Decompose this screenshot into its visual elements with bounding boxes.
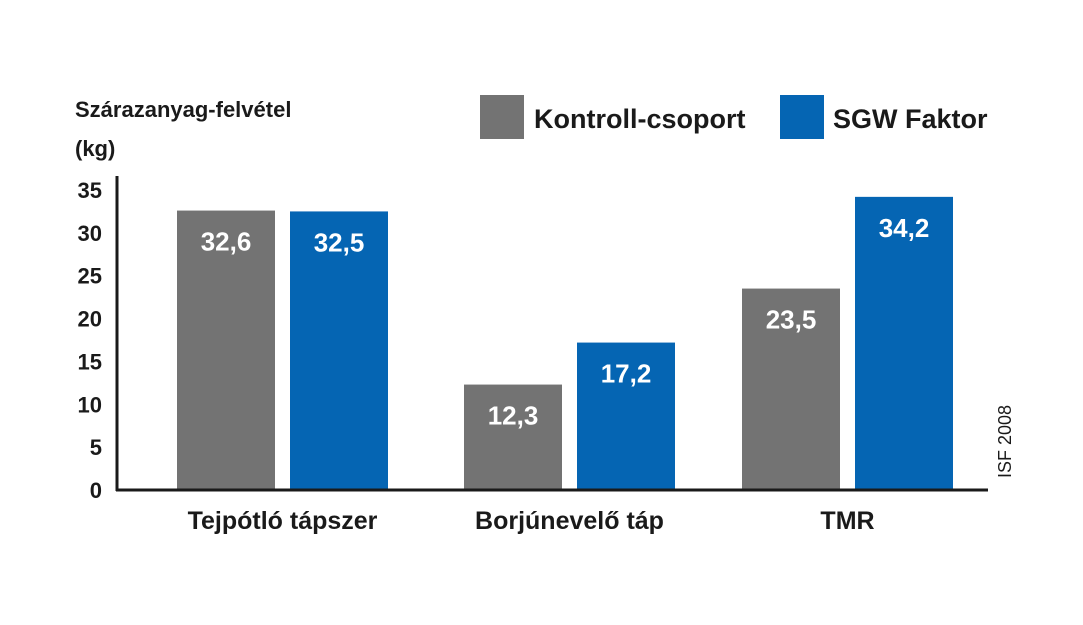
- data-label: 34,2: [879, 213, 930, 243]
- y-axis-label-line-1: Szárazanyag-felvétel: [75, 97, 291, 122]
- bar-sgw-2: [577, 342, 675, 490]
- bar-kontroll-3: [742, 288, 840, 490]
- y-axis-label-line-2: (kg): [75, 136, 115, 161]
- data-labels: 32,6 32,5 12,3 17,2 23,5 34,2: [201, 213, 930, 431]
- x-category-label: Borjúnevelő táp: [475, 507, 664, 535]
- bars: [177, 196, 953, 491]
- bar-kontroll-1: [177, 210, 275, 491]
- y-tick-label: 20: [78, 307, 102, 332]
- y-tick-label: 35: [78, 178, 102, 203]
- y-tick-label: 30: [78, 221, 102, 246]
- legend-swatch-sgw: [780, 95, 824, 139]
- x-axis-categories: Tejpótló tápszer Borjúnevelő táp TMR: [188, 507, 875, 535]
- x-category-label: Tejpótló tápszer: [188, 507, 378, 535]
- y-tick-label: 5: [90, 435, 102, 460]
- y-tick-label: 0: [90, 478, 102, 503]
- data-label: 32,5: [314, 227, 365, 257]
- y-axis-ticks: 0 5 10 15 20 25 30 35: [78, 178, 102, 503]
- legend-swatch-kontroll: [480, 95, 524, 139]
- data-label: 23,5: [766, 305, 817, 335]
- y-tick-label: 15: [78, 349, 102, 374]
- source-note: ISF 2008: [995, 405, 1015, 478]
- data-label: 32,6: [201, 227, 252, 257]
- bar-sgw-1: [290, 211, 388, 490]
- x-category-label: TMR: [820, 507, 874, 535]
- data-label: 12,3: [488, 401, 539, 431]
- data-label: 17,2: [601, 359, 652, 389]
- legend-label-kontroll: Kontroll-csoport: [534, 104, 745, 134]
- bar-sgw-3: [855, 196, 953, 490]
- y-tick-label: 10: [78, 392, 102, 417]
- y-tick-label: 25: [78, 264, 102, 289]
- legend-label-sgw: SGW Faktor: [833, 104, 988, 134]
- bar-kontroll-2: [464, 384, 562, 490]
